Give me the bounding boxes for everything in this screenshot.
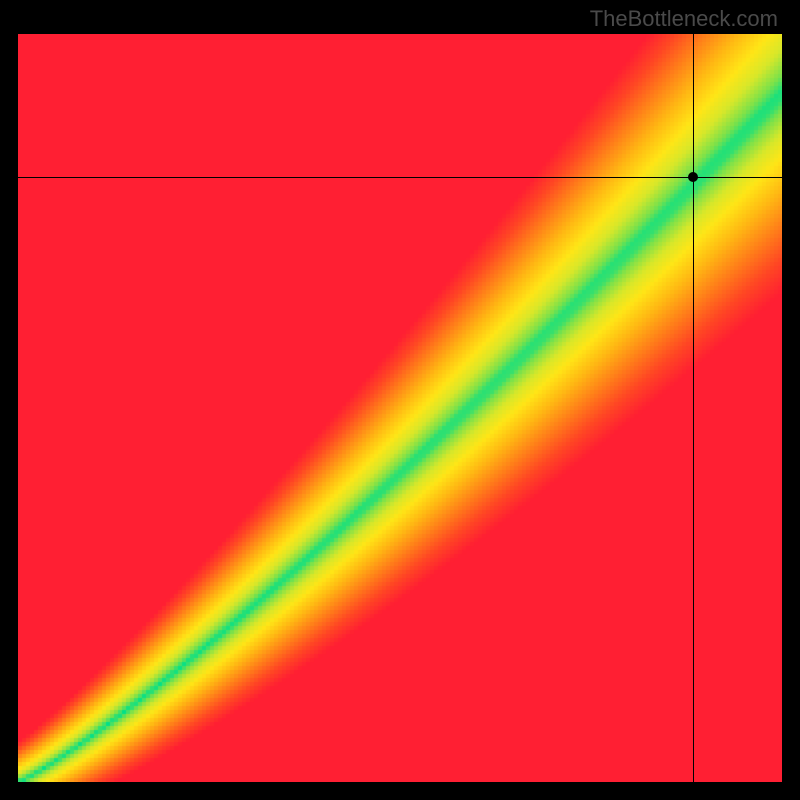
heatmap-canvas	[18, 34, 782, 782]
plot-area	[18, 34, 782, 782]
crosshair-marker	[688, 172, 698, 182]
root-container: TheBottleneck.com	[0, 0, 800, 800]
watermark-text: TheBottleneck.com	[590, 6, 778, 32]
crosshair-horizontal	[18, 177, 782, 178]
plot-frame	[18, 34, 782, 782]
crosshair-vertical	[693, 34, 694, 782]
